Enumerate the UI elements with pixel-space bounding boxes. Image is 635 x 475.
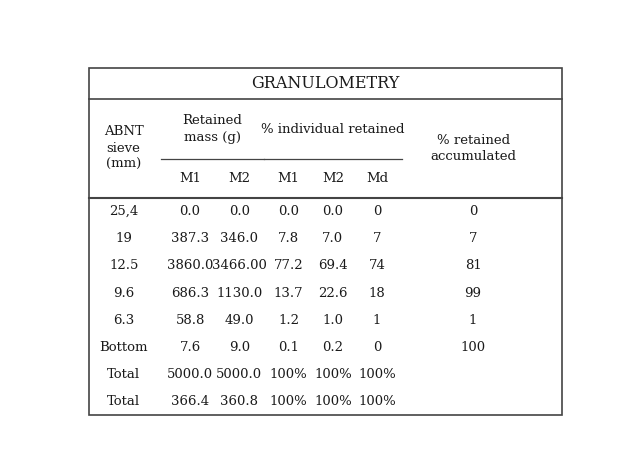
Text: 7: 7 bbox=[469, 232, 478, 245]
Text: 69.4: 69.4 bbox=[318, 259, 347, 272]
Text: 387.3: 387.3 bbox=[171, 232, 209, 245]
Text: 9.0: 9.0 bbox=[229, 341, 250, 354]
Text: M1: M1 bbox=[277, 172, 300, 185]
Text: 1: 1 bbox=[469, 314, 478, 327]
Text: 81: 81 bbox=[465, 259, 481, 272]
Text: 100%: 100% bbox=[270, 395, 307, 408]
Text: 100%: 100% bbox=[314, 395, 352, 408]
Text: 0: 0 bbox=[373, 205, 381, 218]
Text: 366.4: 366.4 bbox=[171, 395, 209, 408]
Text: Total: Total bbox=[107, 395, 140, 408]
Text: 3860.0: 3860.0 bbox=[167, 259, 213, 272]
Text: 100%: 100% bbox=[358, 395, 396, 408]
Text: 58.8: 58.8 bbox=[175, 314, 205, 327]
Text: 100%: 100% bbox=[314, 368, 352, 381]
Text: M2: M2 bbox=[322, 172, 344, 185]
Text: 74: 74 bbox=[369, 259, 385, 272]
Text: GRANULOMETRY: GRANULOMETRY bbox=[251, 75, 399, 92]
Text: 1.0: 1.0 bbox=[323, 314, 344, 327]
Text: 49.0: 49.0 bbox=[225, 314, 254, 327]
Text: 12.5: 12.5 bbox=[109, 259, 138, 272]
Text: 1130.0: 1130.0 bbox=[216, 286, 262, 300]
Text: 0.0: 0.0 bbox=[278, 205, 299, 218]
Text: 1.2: 1.2 bbox=[278, 314, 299, 327]
Text: Retained
mass (g): Retained mass (g) bbox=[182, 114, 242, 144]
Text: M1: M1 bbox=[179, 172, 201, 185]
Text: 7: 7 bbox=[373, 232, 382, 245]
Text: 19: 19 bbox=[115, 232, 132, 245]
Text: 100%: 100% bbox=[358, 368, 396, 381]
Text: 0.2: 0.2 bbox=[323, 341, 344, 354]
Text: 0.0: 0.0 bbox=[229, 205, 250, 218]
Text: 99: 99 bbox=[465, 286, 481, 300]
Text: Md: Md bbox=[366, 172, 388, 185]
Text: Bottom: Bottom bbox=[100, 341, 148, 354]
Text: % retained
accumulated: % retained accumulated bbox=[430, 133, 516, 163]
Text: % individual retained: % individual retained bbox=[261, 123, 404, 136]
Text: 100: 100 bbox=[460, 341, 486, 354]
Text: 22.6: 22.6 bbox=[318, 286, 347, 300]
Text: 0: 0 bbox=[373, 341, 381, 354]
Text: Total: Total bbox=[107, 368, 140, 381]
Text: 346.0: 346.0 bbox=[220, 232, 258, 245]
Text: 0: 0 bbox=[469, 205, 478, 218]
Text: 1: 1 bbox=[373, 314, 381, 327]
Text: 13.7: 13.7 bbox=[274, 286, 304, 300]
Text: 0.1: 0.1 bbox=[278, 341, 299, 354]
Text: 3466.00: 3466.00 bbox=[212, 259, 267, 272]
Text: 9.6: 9.6 bbox=[113, 286, 134, 300]
Text: 5000.0: 5000.0 bbox=[217, 368, 262, 381]
Text: 0.0: 0.0 bbox=[323, 205, 344, 218]
Text: 0.0: 0.0 bbox=[180, 205, 201, 218]
Text: 77.2: 77.2 bbox=[274, 259, 304, 272]
Text: ABNT
sieve
(mm): ABNT sieve (mm) bbox=[104, 125, 144, 171]
Text: 7.0: 7.0 bbox=[322, 232, 344, 245]
Text: 7.6: 7.6 bbox=[180, 341, 201, 354]
Text: 18: 18 bbox=[369, 286, 385, 300]
Text: 25,4: 25,4 bbox=[109, 205, 138, 218]
Text: M2: M2 bbox=[229, 172, 250, 185]
Text: 7.8: 7.8 bbox=[278, 232, 299, 245]
Text: 686.3: 686.3 bbox=[171, 286, 209, 300]
Text: 100%: 100% bbox=[270, 368, 307, 381]
Text: 5000.0: 5000.0 bbox=[167, 368, 213, 381]
Text: 6.3: 6.3 bbox=[113, 314, 134, 327]
Text: 360.8: 360.8 bbox=[220, 395, 258, 408]
